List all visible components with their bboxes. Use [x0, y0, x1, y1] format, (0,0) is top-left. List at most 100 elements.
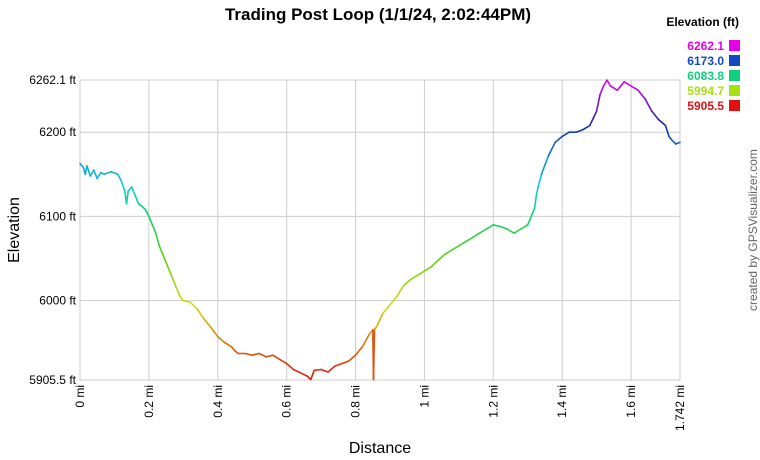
- elevation-segment: [278, 358, 288, 365]
- elevation-segment: [554, 135, 564, 144]
- elevation-segment: [526, 215, 533, 226]
- elevation-segment: [530, 207, 536, 218]
- credit-text: created by GPSVisualizer.com: [746, 149, 760, 311]
- elevation-segment: [451, 245, 460, 251]
- x-tick-label: 0.2 mi: [142, 385, 156, 418]
- elevation-segment: [582, 124, 591, 131]
- elevation-segment: [354, 345, 364, 357]
- elevation-segment: [444, 249, 453, 255]
- x-tick-label: 0.8 mi: [349, 385, 363, 418]
- y-axis-ticks: 5905.5 ft 6000 ft 6100 ft 6200 ft 6262.1 ft: [29, 73, 76, 387]
- x-axis-title: Distance: [349, 440, 411, 457]
- elevation-segment: [595, 93, 601, 112]
- legend-swatch: [729, 40, 740, 51]
- elevation-segment: [172, 278, 178, 289]
- legend: Elevation (ft) 6262.16173.06083.85994.75…: [666, 15, 740, 113]
- elevation-segment: [671, 139, 677, 145]
- legend-title: Elevation (ft): [666, 15, 739, 29]
- legend-swatch: [729, 55, 740, 66]
- elevation-segment: [668, 135, 674, 142]
- legend-value: 6262.1: [687, 39, 724, 53]
- elevation-segment: [244, 352, 253, 357]
- elevation-segment: [223, 341, 233, 348]
- x-tick-label: 1.2 mi: [486, 385, 500, 418]
- elevation-segment: [458, 240, 467, 247]
- elevation-segment: [203, 318, 212, 329]
- elevation-segment: [161, 253, 167, 264]
- elevation-segment: [547, 141, 557, 157]
- elevation-segment: [258, 352, 267, 358]
- x-tick-label: 1.742 mi: [673, 385, 687, 431]
- x-tick-label: 0 mi: [73, 385, 87, 408]
- elevation-segment: [437, 253, 446, 261]
- elevation-segment: [361, 333, 371, 348]
- elevation-segment: [375, 312, 384, 329]
- elevation-segment: [599, 85, 605, 96]
- x-tick-label: 0.4 mi: [211, 385, 225, 418]
- elevation-segment: [127, 186, 133, 192]
- elevation-segment: [657, 118, 667, 127]
- x-tick-label: 1.6 mi: [624, 385, 638, 418]
- elevation-segment: [389, 295, 398, 306]
- elevation-segment: [320, 368, 329, 373]
- elevation-segment: [120, 180, 126, 192]
- elevation-segment: [151, 224, 157, 234]
- elevation-segment: [110, 171, 119, 176]
- elevation-segment: [416, 270, 426, 277]
- elevation-segment: [609, 85, 619, 91]
- elevation-series: [79, 79, 681, 381]
- elevation-segment: [230, 345, 236, 352]
- elevation-segment: [347, 354, 357, 362]
- elevation-segment: [148, 215, 154, 226]
- elevation-segment: [537, 173, 543, 188]
- elevation-segment: [96, 171, 102, 180]
- elevation-segment: [664, 124, 670, 138]
- y-tick-label: 6262.1 ft: [29, 73, 76, 87]
- elevation-segment: [409, 274, 419, 281]
- elevation-segment: [623, 81, 632, 87]
- elevation-segment: [430, 259, 440, 268]
- elevation-segment: [134, 194, 140, 205]
- elevation-segment: [155, 232, 160, 247]
- elevation-segment: [86, 165, 92, 177]
- elevation-segment: [644, 97, 653, 112]
- legend-value: 6083.8: [687, 69, 724, 83]
- y-tick-label: 6100 ft: [39, 209, 76, 223]
- elevation-segment: [189, 301, 198, 310]
- elevation-segment: [210, 326, 219, 338]
- elevation-segment: [182, 299, 191, 304]
- elevation-segment: [175, 287, 181, 298]
- elevation-segment: [506, 228, 515, 234]
- x-axis-ticks: 0 mi 0.2 mi 0.4 mi 0.6 mi 0.8 mi 1 mi 1.2 mi 1.…: [73, 385, 687, 431]
- elevation-segment: [272, 354, 281, 361]
- legend-value: 5994.7: [687, 84, 724, 98]
- elevation-segment: [535, 186, 539, 197]
- elevation-segment: [533, 194, 538, 209]
- elevation-segment: [179, 295, 185, 302]
- elevation-segment: [423, 265, 433, 272]
- elevation-segment: [292, 368, 302, 374]
- legend-swatch: [729, 85, 740, 96]
- elevation-segment: [650, 110, 660, 121]
- y-tick-label: 6200 ft: [39, 125, 76, 139]
- elevation-segment: [340, 360, 350, 365]
- elevation-segment: [471, 232, 481, 239]
- x-tick-label: 1 mi: [417, 385, 431, 408]
- x-tick-label: 0.6 mi: [280, 385, 294, 418]
- elevation-segment: [144, 208, 150, 218]
- elevation-segment: [396, 284, 405, 298]
- elevation-segment: [299, 371, 309, 378]
- legend-value: 6173.0: [687, 54, 724, 68]
- elevation-segment: [130, 186, 136, 197]
- elevation-segment: [165, 261, 171, 272]
- y-axis-title: Elevation: [6, 197, 23, 263]
- elevation-segment: [158, 245, 164, 255]
- elevation-segment: [637, 89, 646, 100]
- elevation-segment: [675, 141, 681, 145]
- elevation-segment: [513, 228, 522, 234]
- elevation-segment: [93, 169, 98, 180]
- elevation-segment: [540, 155, 550, 176]
- elevation-segment: [79, 162, 85, 169]
- elevation-segment: [616, 81, 626, 91]
